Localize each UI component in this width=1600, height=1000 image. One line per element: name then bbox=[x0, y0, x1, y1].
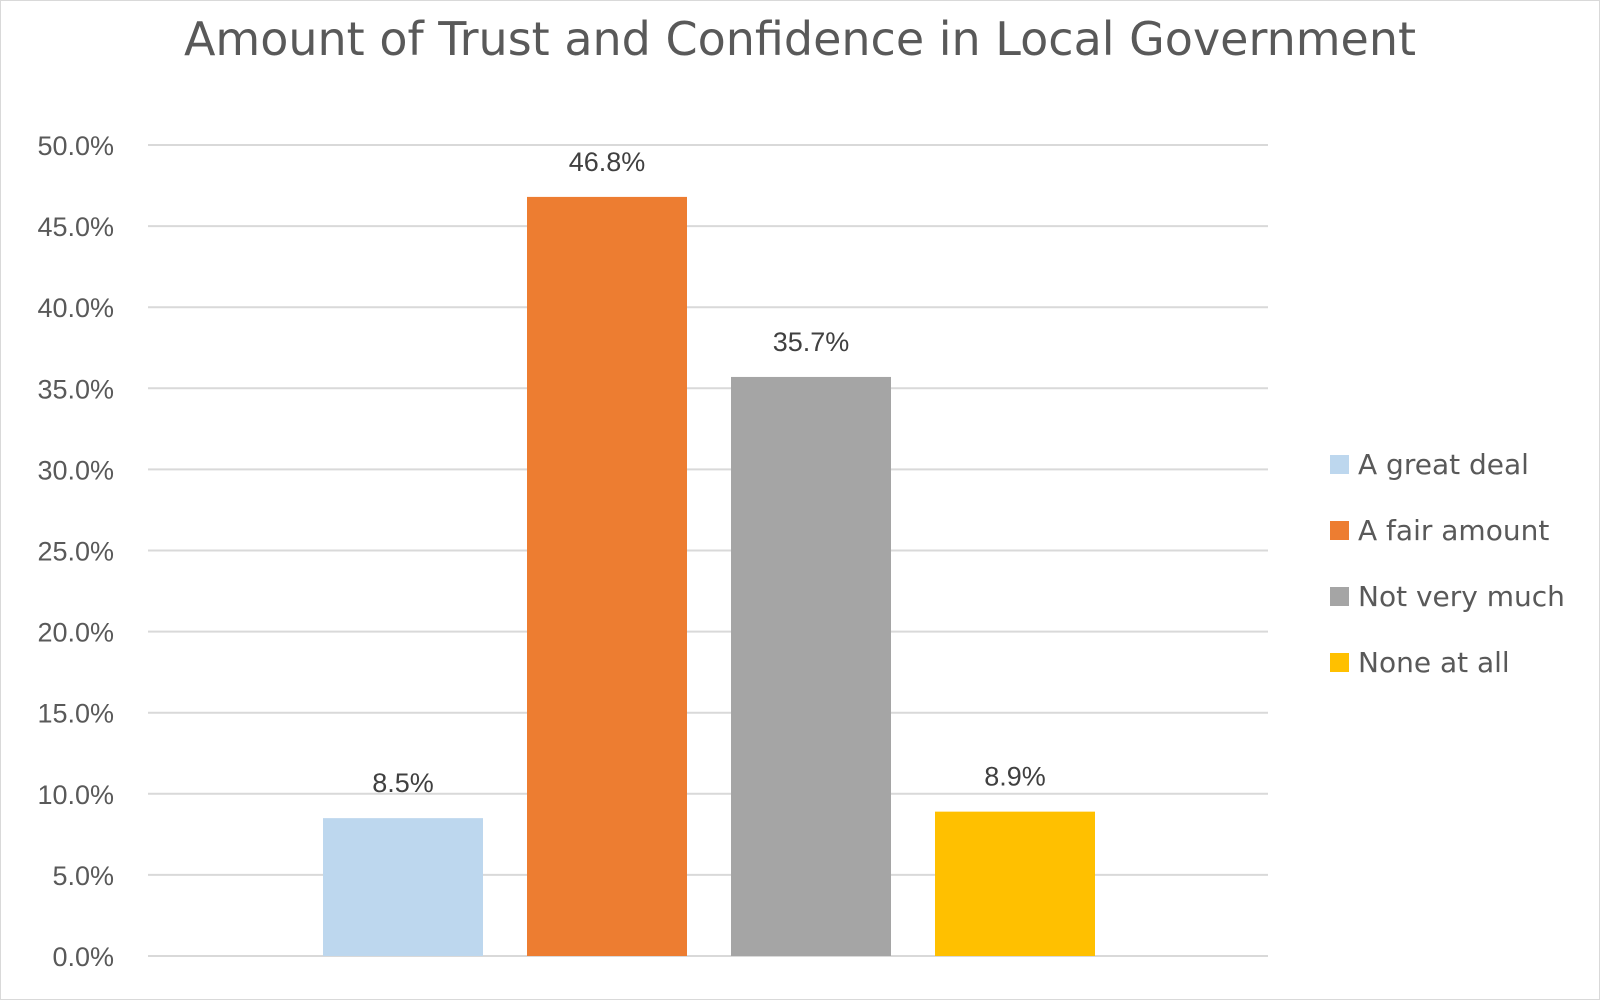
bar-a-fair-amount bbox=[527, 196, 687, 957]
legend-swatch bbox=[1330, 520, 1349, 540]
bar-none-at-all bbox=[935, 811, 1095, 956]
legend-label: A fair amount bbox=[1358, 513, 1550, 547]
legend-swatch bbox=[1330, 586, 1349, 606]
legend-label: Not very much bbox=[1358, 579, 1565, 613]
y-tick-label: 15.0% bbox=[37, 699, 114, 729]
legend-item: None at all bbox=[1330, 629, 1565, 695]
y-tick-label: 45.0% bbox=[37, 212, 114, 242]
legend-item: Not very much bbox=[1330, 563, 1565, 629]
legend-item: A fair amount bbox=[1330, 497, 1565, 563]
y-tick-label: 40.0% bbox=[37, 293, 114, 323]
legend-label: None at all bbox=[1358, 645, 1510, 679]
data-label: 8.9% bbox=[984, 762, 1046, 792]
chart-title: Amount of Trust and Confidence in Local … bbox=[183, 12, 1417, 66]
y-tick-label: 5.0% bbox=[52, 861, 114, 891]
data-label: 8.5% bbox=[372, 768, 434, 798]
legend: A great deal A fair amount Not very much No… bbox=[1330, 431, 1565, 695]
y-tick-label: 0.0% bbox=[52, 942, 114, 972]
legend-label: A great deal bbox=[1358, 447, 1529, 481]
data-labels: 8.5% 46.8% 35.7% 8.9% bbox=[372, 147, 1046, 798]
y-tick-label: 25.0% bbox=[37, 537, 114, 567]
y-tick-label: 30.0% bbox=[37, 455, 114, 485]
legend-swatch bbox=[1330, 652, 1349, 672]
y-tick-label: 35.0% bbox=[37, 374, 114, 404]
gridlines bbox=[148, 144, 1268, 957]
bars bbox=[323, 196, 1095, 957]
y-tick-label: 50.0% bbox=[37, 131, 114, 161]
data-label: 46.8% bbox=[569, 147, 646, 177]
legend-swatch bbox=[1330, 454, 1349, 474]
bar-a-great-deal bbox=[323, 818, 483, 956]
y-tick-label: 20.0% bbox=[37, 618, 114, 648]
bar-not-very-much bbox=[731, 376, 891, 956]
y-axis-ticks: 0.0% 5.0% 10.0% 15.0% 20.0% 25.0% 30.0% 35.0% 40… bbox=[37, 131, 114, 972]
data-label: 35.7% bbox=[773, 327, 850, 357]
y-tick-label: 10.0% bbox=[37, 780, 114, 810]
legend-item: A great deal bbox=[1330, 431, 1565, 497]
